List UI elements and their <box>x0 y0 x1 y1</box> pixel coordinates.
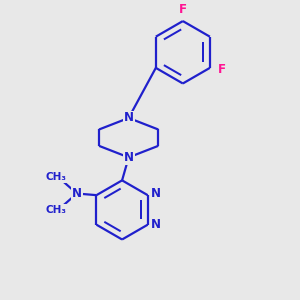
Text: N: N <box>151 187 161 200</box>
Text: CH₃: CH₃ <box>46 205 67 215</box>
Text: N: N <box>72 187 82 200</box>
Text: F: F <box>179 3 187 16</box>
Text: CH₃: CH₃ <box>46 172 67 182</box>
Text: F: F <box>218 63 226 76</box>
Text: N: N <box>124 112 134 124</box>
Text: N: N <box>124 151 134 164</box>
Text: N: N <box>151 218 161 231</box>
